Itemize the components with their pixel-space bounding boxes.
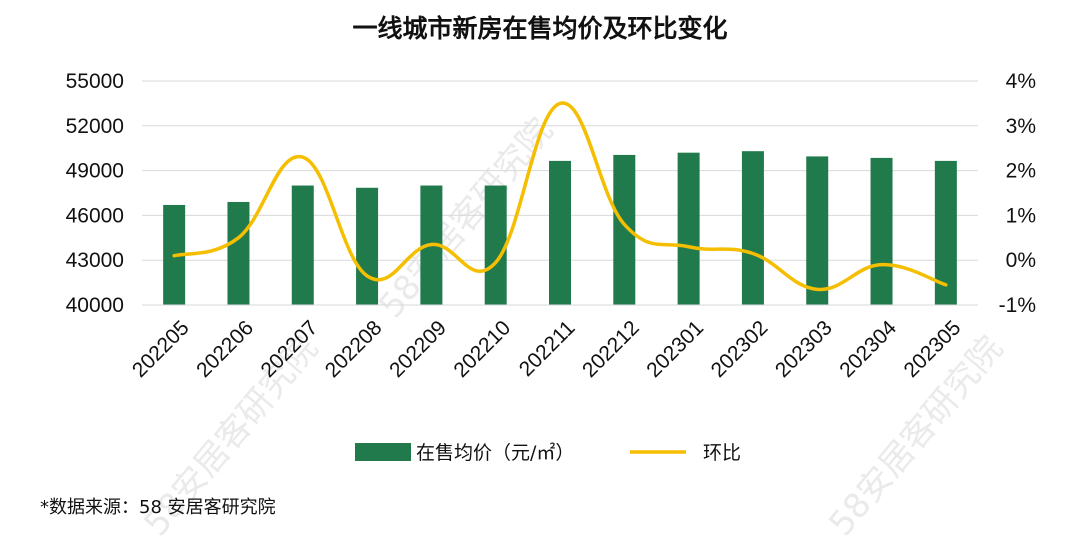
x-tick-label: 202302 [707,316,773,382]
x-tick-label: 202211 [515,316,580,381]
y-right-tick-label: 2% [1006,160,1036,183]
chart-title: 一线城市新房在售均价及环比变化 [352,14,727,43]
bar [870,157,893,305]
bar [356,187,379,305]
bar [291,185,314,305]
y-left-tick-label: 40000 [66,294,124,317]
y-right-tick-label: 0% [1006,249,1036,272]
y-left-tick-label: 43000 [66,249,124,272]
y-left-tick-label: 55000 [66,70,124,93]
legend-bar-swatch [355,443,411,461]
bar [549,160,571,305]
y-right-tick-label: 3% [1006,115,1036,138]
y-axis-left: 40000 43000 46000 49000 52000 55000 [66,70,124,317]
bar [484,185,507,305]
x-tick-label: 202304 [835,316,901,382]
x-tick-label: 202301 [642,316,708,382]
legend: 在售均价（元/㎡） 环比 [355,441,741,464]
x-tick-label: 202205 [128,316,194,382]
line-path [172,101,948,292]
y-right-tick-label: 1% [1006,204,1036,227]
line-series [172,101,948,292]
bar-series [163,151,957,305]
y-left-tick-label: 49000 [66,160,124,183]
y-axis-right: -1% 0% 1% 2% 3% 4% [999,70,1036,317]
x-tick-label: 202208 [321,316,387,382]
watermark: 58安居客研究院 [371,111,561,326]
y-left-tick-label: 46000 [66,204,124,227]
bar [934,160,957,305]
x-tick-label: 202209 [385,316,451,382]
x-tick-label: 202206 [192,316,258,382]
source-note: *数据来源：58 安居客研究院 [40,497,276,518]
bar [677,152,700,305]
bar [806,156,829,305]
x-tick-label: 202210 [449,316,515,382]
bar [227,201,250,305]
y-right-tick-label: 4% [1006,70,1036,93]
legend-line-label: 环比 [703,442,741,464]
bar [741,151,764,305]
bar [613,154,636,305]
x-tick-label: 202303 [771,316,837,382]
y-left-tick-label: 52000 [66,115,124,138]
legend-bar-label: 在售均价（元/㎡） [416,441,574,464]
x-tick-label: 202212 [578,316,644,382]
y-right-tick-label: -1% [999,294,1036,317]
